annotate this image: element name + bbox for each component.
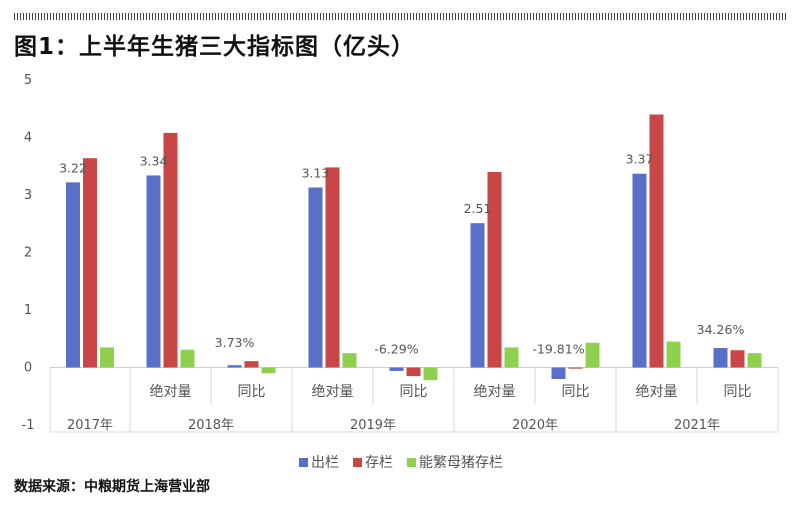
legend-item-cunlan: 存栏 xyxy=(353,452,393,472)
data-source: 数据来源：中粮期货上海营业部 xyxy=(14,479,210,495)
legend-item-sow: 能繁母猪存栏 xyxy=(407,452,503,472)
y-tick-label: 5 xyxy=(24,73,32,88)
legend-label-sow: 能繁母猪存栏 xyxy=(419,455,503,471)
bar-sow xyxy=(423,367,438,381)
y-tick-label: -1 xyxy=(22,418,35,433)
data-label: -19.81% xyxy=(532,342,584,357)
data-label: 34.26% xyxy=(697,322,745,337)
chart-title: 图1：上半年生猪三大指标图（亿头） xyxy=(14,34,416,60)
data-label: 3.13 xyxy=(302,166,330,181)
bar-cunlan xyxy=(649,114,664,368)
bar-chulan xyxy=(227,365,242,368)
bar-chulan xyxy=(66,182,80,368)
chart-legend: 出栏 存栏 能繁母猪存栏 xyxy=(299,452,503,472)
y-tick-label: 3 xyxy=(24,188,32,203)
bar-chulan xyxy=(146,175,161,368)
bar-chulan xyxy=(632,173,647,368)
data-label: 3.73% xyxy=(215,335,255,350)
bar-cunlan xyxy=(325,167,340,368)
data-label: 2.51 xyxy=(464,201,492,216)
bar-chulan xyxy=(551,367,566,379)
bar-cunlan xyxy=(244,361,259,368)
bar-sow xyxy=(180,349,195,368)
y-tick-label: 0 xyxy=(24,361,32,376)
x-year-label: 2018年 xyxy=(188,418,234,433)
x-category-label: 绝对量 xyxy=(150,384,192,400)
bar-sow xyxy=(585,342,600,368)
bar-cunlan xyxy=(406,367,421,377)
data-label: 3.22 xyxy=(59,160,87,175)
legend-swatch-chulan xyxy=(299,457,308,467)
bar-sow xyxy=(261,367,276,374)
bar-cunlan xyxy=(487,172,502,368)
x-category-label: 绝对量 xyxy=(474,384,516,400)
bar-cunlan xyxy=(730,350,745,368)
bar-sow xyxy=(504,347,519,368)
x-category-label: 绝对量 xyxy=(312,384,354,400)
x-year-label: 2021年 xyxy=(674,418,720,433)
x-category-label: 绝对量 xyxy=(636,384,678,400)
bar-sow xyxy=(100,347,114,368)
legend-label-chulan: 出栏 xyxy=(311,455,339,471)
x-category-label: 同比 xyxy=(562,384,590,400)
bar-chulan xyxy=(308,187,323,368)
bar-chulan xyxy=(470,223,485,368)
bar-chulan xyxy=(389,367,404,371)
x-year-label: 2019年 xyxy=(350,418,396,433)
legend-swatch-sow xyxy=(407,457,416,467)
y-tick-label: 4 xyxy=(24,131,32,146)
bar-sow xyxy=(747,353,762,368)
x-category-label: 同比 xyxy=(400,384,428,400)
legend-item-chulan: 出栏 xyxy=(299,452,339,472)
x-year-label: 2017年 xyxy=(67,418,113,433)
legend-swatch-cunlan xyxy=(353,457,362,467)
legend-label-cunlan: 存栏 xyxy=(365,455,393,471)
bar-sow xyxy=(342,353,357,368)
bar-cunlan xyxy=(568,367,583,369)
bar-cunlan xyxy=(83,158,97,368)
title-decoration-stripe xyxy=(14,13,786,20)
x-year-label: 2020年 xyxy=(512,418,558,433)
data-label: -6.29% xyxy=(374,342,418,357)
bar-chulan xyxy=(713,347,728,368)
data-label: 3.37 xyxy=(626,152,654,167)
data-label: 3.34 xyxy=(140,153,168,168)
y-tick-label: 2 xyxy=(24,246,32,261)
y-tick-label: 1 xyxy=(24,303,32,318)
x-category-label: 同比 xyxy=(238,384,266,400)
bar-sow xyxy=(666,341,681,368)
bar-cunlan xyxy=(163,132,178,368)
x-category-label: 同比 xyxy=(724,384,752,400)
